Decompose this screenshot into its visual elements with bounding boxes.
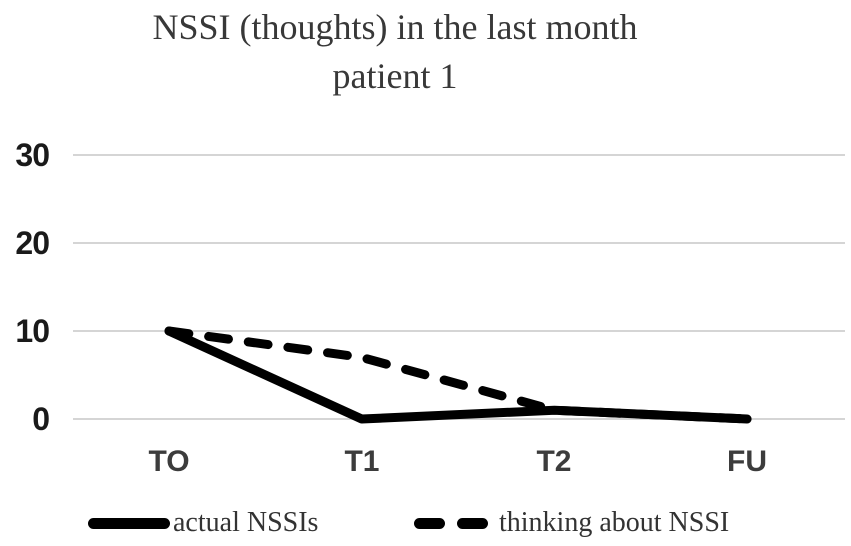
legend-solid-line-swatch <box>88 517 170 529</box>
y-tick-label-30: 30 <box>15 137 50 173</box>
y-tick-label-20: 20 <box>15 225 50 261</box>
x-tick-label-t1: T1 <box>344 445 380 478</box>
x-tick-label-t0: TO <box>148 445 190 478</box>
legend-dash-segment <box>457 517 488 529</box>
y-tick-label-10: 10 <box>15 313 50 349</box>
x-tick-label-t2: T2 <box>536 445 572 478</box>
chart-title: NSSI (thoughts) in the last month patien… <box>0 3 790 101</box>
x-tick-label-fu: FU <box>727 445 767 478</box>
legend-item-thinking-about-nssi: thinking about NSSI <box>414 507 729 539</box>
legend-dashed-line-swatch <box>414 517 488 529</box>
chart-title-line2: patient 1 <box>332 56 458 96</box>
series-line-thinking-about-nssi <box>164 326 752 424</box>
legend-label-actual-nssis: actual NSSIs <box>173 507 319 538</box>
y-tick-label-0: 0 <box>32 401 50 437</box>
legend-item-actual-nssis: actual NSSIs <box>88 507 318 539</box>
legend-label-thinking-about-nssi: thinking about NSSI <box>499 507 730 538</box>
chart-title-line1: NSSI (thoughts) in the last month <box>152 7 638 47</box>
legend-dash-segment <box>414 517 445 529</box>
